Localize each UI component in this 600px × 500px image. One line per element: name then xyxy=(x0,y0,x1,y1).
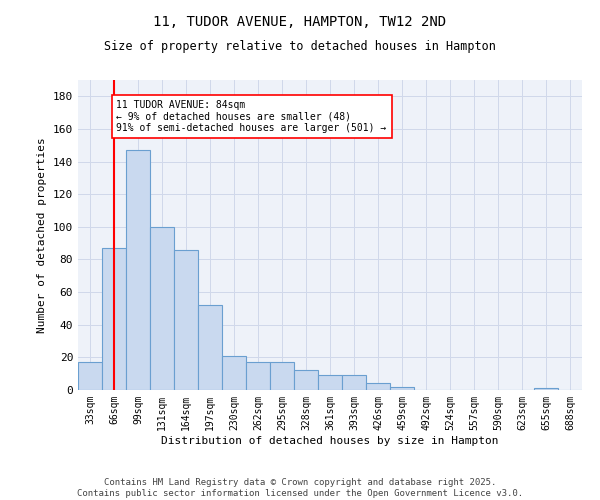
Bar xyxy=(318,376,342,390)
X-axis label: Distribution of detached houses by size in Hampton: Distribution of detached houses by size … xyxy=(161,436,499,446)
Text: 11 TUDOR AVENUE: 84sqm
← 9% of detached houses are smaller (48)
91% of semi-deta: 11 TUDOR AVENUE: 84sqm ← 9% of detached … xyxy=(116,100,386,133)
Text: 11, TUDOR AVENUE, HAMPTON, TW12 2ND: 11, TUDOR AVENUE, HAMPTON, TW12 2ND xyxy=(154,15,446,29)
Bar xyxy=(198,305,222,390)
Bar xyxy=(270,362,294,390)
Bar xyxy=(102,248,126,390)
Text: Contains HM Land Registry data © Crown copyright and database right 2025.
Contai: Contains HM Land Registry data © Crown c… xyxy=(77,478,523,498)
Text: Size of property relative to detached houses in Hampton: Size of property relative to detached ho… xyxy=(104,40,496,53)
Bar xyxy=(222,356,246,390)
Bar xyxy=(246,362,270,390)
Bar xyxy=(294,370,318,390)
Bar xyxy=(126,150,150,390)
Bar xyxy=(390,386,414,390)
Bar xyxy=(78,362,102,390)
Bar xyxy=(342,376,366,390)
Bar xyxy=(366,384,390,390)
Bar xyxy=(534,388,558,390)
Bar xyxy=(150,227,174,390)
Y-axis label: Number of detached properties: Number of detached properties xyxy=(37,137,47,333)
Bar xyxy=(174,250,198,390)
